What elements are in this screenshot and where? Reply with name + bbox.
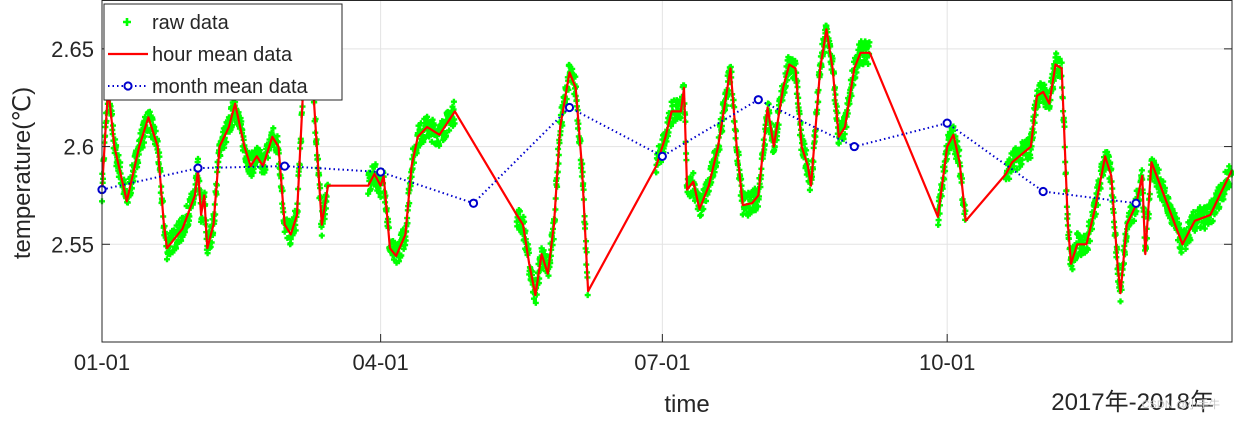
legend-box xyxy=(103,3,343,101)
y-tick-label: 2.6 xyxy=(63,135,94,160)
hour-mean-series xyxy=(100,28,1233,297)
month-mean-point xyxy=(753,95,763,105)
legend: raw data hour mean data month mean data xyxy=(103,3,343,101)
legend-swatch xyxy=(123,18,131,26)
month-mean-line xyxy=(101,98,1137,205)
x-tick-label: 01-01 xyxy=(74,350,130,375)
month-mean-point xyxy=(376,167,386,177)
y-tick-label: 2.65 xyxy=(51,37,94,62)
y-axis-label: temperature(℃) xyxy=(9,87,36,259)
month-mean-point xyxy=(849,141,859,152)
axes xyxy=(101,0,1233,343)
watermark: CSDN @小手牛 xyxy=(1142,397,1220,411)
month-mean-point xyxy=(280,161,290,171)
y-tick-label: 2.55 xyxy=(51,232,94,257)
legend-item: raw data xyxy=(123,12,230,34)
date-range-label: 2017年-2018年 xyxy=(1051,389,1214,416)
x-tick-label: 07-01 xyxy=(634,350,690,375)
month-mean-point xyxy=(942,118,952,128)
legend-label: raw data xyxy=(152,12,230,34)
month-mean-point xyxy=(1038,186,1048,197)
month-mean-point xyxy=(193,163,203,173)
legend-swatch-marker xyxy=(123,81,133,91)
legend-label: month mean data xyxy=(152,76,309,98)
x-tick-label: 10-01 xyxy=(919,350,975,375)
month-mean-point xyxy=(1131,198,1141,208)
tick-labels: 2.55 2.6 2.65 01-01 04-01 07-01 10-01 xyxy=(51,37,975,375)
x-tick-label: 04-01 xyxy=(352,350,408,375)
hour-mean-line xyxy=(100,28,1233,297)
legend-item: hour mean data xyxy=(108,44,293,66)
legend-item: month mean data xyxy=(108,76,309,98)
month-mean-point xyxy=(468,198,479,208)
month-mean-point xyxy=(564,102,575,113)
month-mean-point xyxy=(657,151,667,161)
axes-box xyxy=(101,0,1233,343)
x-axis-label: time xyxy=(664,391,709,418)
legend-label: hour mean data xyxy=(152,44,293,66)
